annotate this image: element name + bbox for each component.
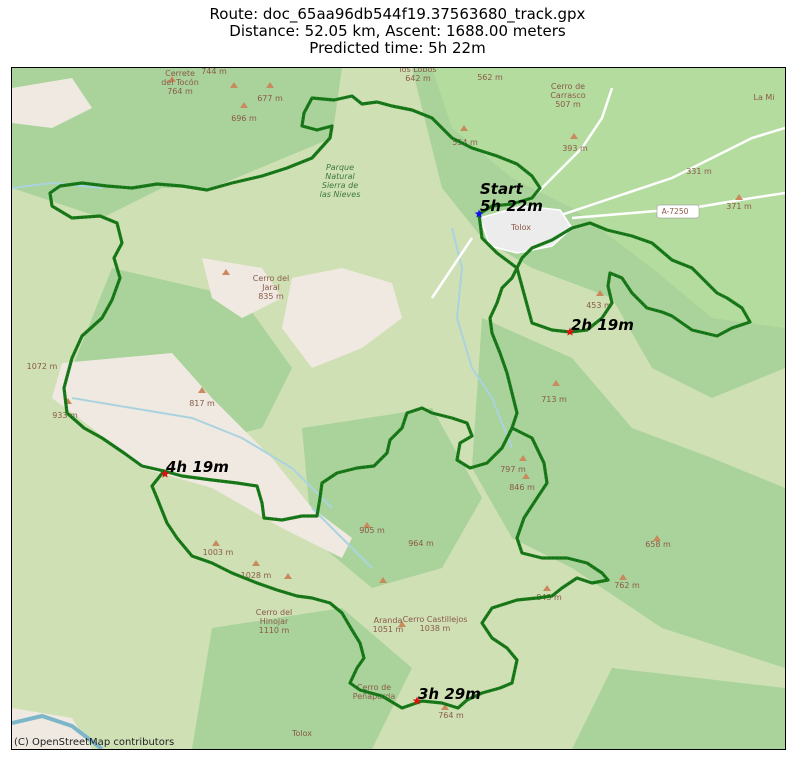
place-label: 905 m xyxy=(359,526,385,535)
rivers xyxy=(12,181,513,749)
peak-icon xyxy=(198,387,206,393)
place-label: 562 m xyxy=(477,73,503,82)
place-label: 713 m xyxy=(541,395,567,404)
forest-area xyxy=(472,318,785,668)
place-label: Cerro de Carrasco 507 m xyxy=(550,82,585,109)
map-attribution: (C) OpenStreetMap contributors xyxy=(14,737,175,748)
time-label: 4h 19m xyxy=(165,458,229,476)
peak-icon xyxy=(619,574,627,580)
place-label: 764 m xyxy=(438,711,464,720)
river xyxy=(12,713,104,749)
road xyxy=(531,87,614,199)
place-label: Cerro del Jaral 835 m xyxy=(253,274,289,301)
bare-area xyxy=(12,78,92,128)
peak-icon xyxy=(519,455,527,461)
place-label: 1028 m xyxy=(241,571,272,580)
place-label: 554 m xyxy=(452,138,478,147)
peak-icon xyxy=(735,194,743,200)
map-view[interactable]: Cerrete del Tocón 764 m 744 m 677 m 696 m los … xyxy=(11,67,786,750)
time-label: 2h 19m xyxy=(571,316,634,334)
place-label: los Lobos 642 m xyxy=(399,68,436,83)
forest-area xyxy=(572,668,785,749)
place-label: 331 m xyxy=(686,167,712,176)
place-label: 1072 m xyxy=(27,362,58,371)
start-label: Start 5h 22m xyxy=(480,180,543,215)
river xyxy=(311,507,373,569)
place-label: La Mi xyxy=(753,93,774,102)
place-label: Tolox xyxy=(510,223,531,232)
peak-icon xyxy=(212,540,220,546)
peak-icon xyxy=(363,522,371,528)
peak-icon xyxy=(222,269,230,275)
place-label: Tolox xyxy=(291,729,312,738)
peak-icon xyxy=(543,585,551,591)
place-label: 696 m xyxy=(231,114,257,123)
route-markers: Start 5h 22m 2h 19m 4h 19m 3h 29m xyxy=(160,180,634,705)
time-marker-icon xyxy=(412,696,422,705)
figure-title: Route: doc_65aa96db544f19.37563680_track… xyxy=(0,6,795,57)
bare-area xyxy=(52,353,352,558)
peak-icon xyxy=(522,473,530,479)
forest-area xyxy=(192,608,412,749)
place-label: 797 m xyxy=(500,465,526,474)
peak-icon xyxy=(284,573,292,579)
peak-icon xyxy=(266,82,274,88)
bare-area xyxy=(282,268,402,368)
peak-icon xyxy=(230,82,238,88)
peak-icon xyxy=(596,290,604,296)
place-label: 762 m xyxy=(614,581,640,590)
place-label: 677 m xyxy=(257,94,283,103)
start-marker-icon xyxy=(474,209,484,218)
place-label: 393 m xyxy=(562,144,588,153)
peak-markers xyxy=(64,76,743,710)
road-badge xyxy=(656,204,700,219)
river xyxy=(451,227,513,449)
place-label: 453 m xyxy=(586,301,612,310)
bare-area xyxy=(202,258,282,318)
route-track-texture xyxy=(49,95,751,709)
predicted-time: Predicted time: 5h 22m xyxy=(309,39,486,57)
river xyxy=(71,397,333,509)
bare-rock-areas xyxy=(12,78,402,749)
peak-icon xyxy=(398,621,406,627)
peak-icon xyxy=(552,380,560,386)
road xyxy=(430,237,474,299)
place-label: 371 m xyxy=(726,202,752,211)
distance-ascent: Distance: 52.05 km, Ascent: 1688.00 mete… xyxy=(229,22,566,40)
forest-area xyxy=(12,68,342,218)
place-label: 817 m xyxy=(189,399,215,408)
peak-icon xyxy=(240,102,248,108)
place-label: Parque Natural Sierra de las Nieves xyxy=(320,163,361,199)
place-label: Cerro de Peñaparda xyxy=(353,683,396,701)
peak-icon xyxy=(252,560,260,566)
peak-icon xyxy=(570,133,578,139)
river xyxy=(12,181,103,189)
peak-icon xyxy=(653,535,661,541)
place-label: Cerrete del Tocón 764 m xyxy=(161,69,199,96)
place-label: A-7250 xyxy=(662,207,689,216)
place-label: Cerro del Hinojar 1110 m xyxy=(256,608,292,635)
route-title: Route: doc_65aa96db544f19.37563680_track… xyxy=(209,5,586,23)
place-label: 1003 m xyxy=(203,548,234,557)
place-label: Cerro Castillejos 1038 m xyxy=(403,615,468,633)
peak-icon xyxy=(168,76,176,82)
peak-icon xyxy=(379,577,387,583)
peak-icon xyxy=(460,125,468,131)
peak-icon xyxy=(441,704,449,710)
time-marker-icon xyxy=(160,469,170,478)
time-label: 3h 29m xyxy=(418,685,481,703)
place-label: 846 m xyxy=(509,483,535,492)
time-marker-icon xyxy=(565,327,575,336)
place-label: 964 m xyxy=(408,539,434,548)
place-label: Aranda 1051 m xyxy=(373,616,404,634)
place-label: 658 m xyxy=(645,540,671,549)
place-label: 744 m xyxy=(201,68,227,76)
place-label: 933 m xyxy=(52,411,78,420)
